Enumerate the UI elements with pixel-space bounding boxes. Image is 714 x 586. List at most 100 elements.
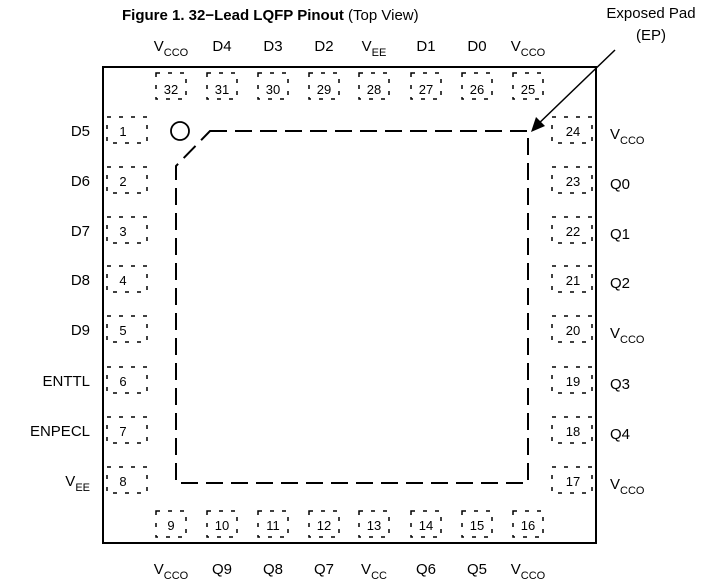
top-label-5-main: V xyxy=(362,38,372,55)
pin-7-pad xyxy=(106,416,148,444)
pin-28-number: 28 xyxy=(367,82,381,97)
figure-title: Figure 1. 32−Lead LQFP Pinout (Top View) xyxy=(122,7,419,24)
pin-17-label: VCCO xyxy=(610,476,645,497)
pin-8-label: VEE xyxy=(65,473,90,494)
pin-13-number: 13 xyxy=(367,518,381,533)
figure-title-view: (Top View) xyxy=(344,7,419,24)
pin-11-label-main: Q8 xyxy=(263,561,283,578)
pin-26-number: 26 xyxy=(470,82,484,97)
pin-21-number: 21 xyxy=(566,273,580,288)
pin-23-pad xyxy=(551,166,593,194)
top-label-4-main: D2 xyxy=(314,38,333,55)
exposed-pad-label-line2: (EP) xyxy=(636,27,666,44)
pin-17-label-main: V xyxy=(610,476,620,493)
pin-12-label-main: Q7 xyxy=(314,561,334,578)
pin-20-number: 20 xyxy=(566,323,580,338)
pin-6-label-main: ENTTL xyxy=(42,373,90,390)
pin-14-number: 14 xyxy=(419,518,433,533)
pin-23-label: Q0 xyxy=(610,176,630,193)
pin-6-label: ENTTL xyxy=(42,373,90,390)
pin-9-label: VCCO xyxy=(154,561,189,582)
pin-22-label: Q1 xyxy=(610,226,630,243)
top-label-8-sub: CCO xyxy=(521,47,546,59)
pin-22-label-main: Q1 xyxy=(610,226,630,243)
pin-4-pad xyxy=(106,265,148,293)
pin-10-pad xyxy=(206,510,238,538)
pin-12-pad xyxy=(308,510,340,538)
pin-29-pad xyxy=(308,72,340,100)
pin-14-pad xyxy=(410,510,442,538)
pin-6-pad xyxy=(106,366,148,394)
pin-17-pad xyxy=(551,466,593,494)
pin-18-number: 18 xyxy=(566,424,580,439)
pin-16-number: 16 xyxy=(521,518,535,533)
pin-13-pad xyxy=(358,510,390,538)
pin-7-label-main: ENPECL xyxy=(30,423,90,440)
pin-13-label-sub: CC xyxy=(371,570,387,582)
pin-11-label: Q8 xyxy=(263,561,283,578)
pin-1-label: D5 xyxy=(71,123,90,140)
figure-title-bold: Figure 1. 32−Lead LQFP Pinout xyxy=(122,7,344,24)
pin-2-label-main: D6 xyxy=(71,173,90,190)
pin-2-pad xyxy=(106,166,148,194)
pin-24-label: VCCO xyxy=(610,126,645,147)
pin-25-number: 25 xyxy=(521,82,535,97)
exposed-pad-label-line1: Exposed Pad xyxy=(606,5,695,22)
pin-8-label-main: V xyxy=(65,473,75,490)
pin-2-number: 2 xyxy=(119,174,126,189)
top-label-1: VCCO xyxy=(154,38,189,59)
pin-15-label-main: Q5 xyxy=(467,561,487,578)
pin-5-label-main: D9 xyxy=(71,322,90,339)
pin-18-label-main: Q4 xyxy=(610,426,630,443)
pin-26-pad xyxy=(461,72,493,100)
top-label-8-main: V xyxy=(511,38,521,55)
pin-16-label-sub: CCO xyxy=(521,570,546,582)
pin-3-label-main: D7 xyxy=(71,223,90,240)
pin-27-number: 27 xyxy=(419,82,433,97)
pin-9-label-main: V xyxy=(154,561,164,578)
pin-20-pad xyxy=(551,315,593,343)
pin-21-pad xyxy=(551,265,593,293)
top-label-2: D4 xyxy=(212,38,231,55)
pin-8-label-sub: EE xyxy=(75,482,90,494)
exposed-pad-arrowhead xyxy=(531,117,545,132)
pin-31-number: 31 xyxy=(215,82,229,97)
pin-11-pad xyxy=(257,510,289,538)
pin-7-number: 7 xyxy=(119,424,126,439)
pin-13-label-main: V xyxy=(361,561,371,578)
pin-28-pad xyxy=(358,72,390,100)
pin-18-pad xyxy=(551,416,593,444)
pin-6-number: 6 xyxy=(119,374,126,389)
pin-14-label: Q6 xyxy=(416,561,436,578)
pin-3-number: 3 xyxy=(119,224,126,239)
pin-24-pad xyxy=(551,116,593,144)
pin-20-label-main: V xyxy=(610,325,620,342)
pin1-indicator-circle xyxy=(170,121,190,141)
pin-7-label: ENPECL xyxy=(30,423,90,440)
pin-1-label-main: D5 xyxy=(71,123,90,140)
pin-15-pad xyxy=(461,510,493,538)
pin-17-number: 17 xyxy=(566,474,580,489)
pin-10-label: Q9 xyxy=(212,561,232,578)
pin-1-pad xyxy=(106,116,148,144)
pin-20-label: VCCO xyxy=(610,325,645,346)
pin-24-label-main: V xyxy=(610,126,620,143)
pin-9-label-sub: CCO xyxy=(164,570,189,582)
pin-3-label: D7 xyxy=(71,223,90,240)
pin-22-number: 22 xyxy=(566,224,580,239)
pin-23-number: 23 xyxy=(566,174,580,189)
pin-12-label: Q7 xyxy=(314,561,334,578)
pin-32-pad xyxy=(155,72,187,100)
pin-20-label-sub: CCO xyxy=(620,334,645,346)
top-label-7-main: D0 xyxy=(467,38,486,55)
pin-5-label: D9 xyxy=(71,322,90,339)
top-label-6-main: D1 xyxy=(416,38,435,55)
pin-15-label: Q5 xyxy=(467,561,487,578)
pin-29-number: 29 xyxy=(317,82,331,97)
pin-21-label-main: Q2 xyxy=(610,275,630,292)
top-label-5: VEE xyxy=(362,38,387,59)
pin-23-label-main: Q0 xyxy=(610,176,630,193)
pin-19-label: Q3 xyxy=(610,376,630,393)
pin-13-label: VCC xyxy=(361,561,387,582)
